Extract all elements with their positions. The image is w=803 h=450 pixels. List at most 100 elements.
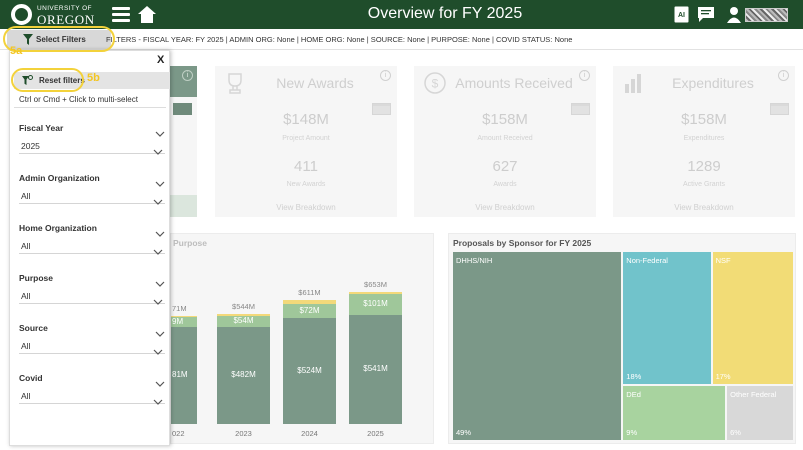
bar-value-label: $101M: [363, 299, 388, 309]
kpi-primary-value: $158M: [681, 111, 727, 128]
bar-segment[interactable]: [349, 292, 402, 295]
step-5a-label: 5a: [10, 45, 23, 57]
user-avatar[interactable]: [745, 8, 788, 22]
home-icon[interactable]: [137, 5, 157, 24]
treemap-cell[interactable]: Non-Federal 18%: [623, 252, 711, 384]
bar-value-label: $524M: [297, 366, 322, 376]
collapse-chevron-icon[interactable]: [155, 175, 165, 187]
collapse-chevron-icon[interactable]: [155, 375, 165, 387]
filter-dropdown[interactable]: All: [19, 339, 165, 355]
kpi-card: New Awards i $148M Project Amount 411 New Awa…: [215, 66, 397, 217]
kpi-secondary-label: New Awards: [286, 181, 326, 188]
treemap-cell[interactable]: NSF 17%: [712, 252, 793, 384]
purpose-chart-title: Purpose: [173, 238, 208, 248]
top-navigation-bar: UNIVERSITY OF OREGON Overview for FY 202…: [0, 0, 803, 29]
collapse-chevron-icon[interactable]: [155, 125, 165, 137]
bar-segment[interactable]: [349, 294, 402, 315]
treemap-cell-name: DHHS/NIH: [456, 256, 493, 265]
collapse-chevron-icon[interactable]: [155, 225, 165, 237]
select-filters-label: Select Filters: [36, 35, 86, 44]
user-icon[interactable]: [727, 6, 741, 23]
chevron-down-icon: [153, 293, 163, 305]
table-view-icon[interactable]: [372, 103, 391, 115]
bar-value-label: 81M: [172, 370, 188, 380]
kpi-title: New Awards: [276, 75, 354, 91]
kpi-secondary-label: Active Grants: [682, 181, 725, 188]
chevron-down-icon: [153, 143, 163, 155]
logo-small-text: UNIVERSITY OF: [37, 5, 92, 12]
reset-filters-button[interactable]: Reset filters: [14, 72, 170, 89]
collapse-chevron-icon[interactable]: [155, 325, 165, 337]
bar-total-label: $611M: [298, 288, 321, 298]
reset-filter-icon: [22, 75, 33, 85]
bar-total-label: $544M: [232, 302, 255, 312]
bar-segment[interactable]: [217, 326, 270, 424]
bar-segment[interactable]: [171, 316, 197, 317]
table-view-icon[interactable]: [571, 103, 590, 115]
bar-segment[interactable]: [217, 314, 270, 316]
reset-filters-label: Reset filters: [39, 76, 85, 85]
filter-dropdown[interactable]: All: [19, 189, 165, 205]
view-breakdown-link[interactable]: View Breakdown: [475, 203, 535, 212]
view-breakdown-link[interactable]: View Breakdown: [276, 203, 336, 212]
sponsor-treemap-panel: Proposals by Sponsor for FY 2025 DHHS/NI…: [448, 233, 796, 444]
filter-dropdown[interactable]: All: [19, 289, 165, 305]
treemap-cell-name: Non-Federal: [626, 256, 668, 265]
partial-card-header: i: [170, 66, 197, 97]
bar-segment[interactable]: [283, 300, 336, 304]
filter-dropdown-value: All: [21, 291, 31, 301]
treemap-cell-name: Other Federal: [730, 389, 777, 399]
info-icon[interactable]: i: [182, 70, 193, 81]
filter-dropdown[interactable]: 2025: [19, 139, 165, 155]
ai-assist-icon[interactable]: AI: [674, 6, 689, 23]
svg-text:AI: AI: [678, 12, 685, 19]
filter-dropdown[interactable]: All: [19, 239, 165, 255]
table-view-icon[interactable]: [173, 103, 192, 115]
multi-select-hint: Ctrl or Cmd + Click to multi-select: [19, 95, 138, 104]
collapse-chevron-icon[interactable]: [155, 275, 165, 287]
treemap-cell-name: DEd: [626, 389, 641, 399]
logo-big-text: OREGON: [37, 12, 95, 27]
bar-value-label: $482M: [231, 370, 256, 380]
filter-dropdown-value: All: [21, 391, 31, 401]
bar-segment[interactable]: [171, 316, 197, 327]
table-view-icon[interactable]: [770, 103, 789, 115]
filter-panel: X Reset filters Ctrl or Cmd + Click to m…: [9, 50, 170, 446]
filter-label: Admin Organization: [19, 173, 100, 183]
bar-segment[interactable]: [217, 315, 270, 327]
info-icon[interactable]: i: [579, 70, 590, 81]
close-filter-panel-button[interactable]: X: [157, 54, 165, 66]
treemap-cell[interactable]: Other Federal 6%: [727, 385, 793, 440]
kpi-title: Amounts Received: [455, 75, 573, 91]
treemap-cell-percent: 6%: [730, 427, 741, 437]
bar-total-label: $653M: [364, 280, 387, 289]
treemap-cell[interactable]: DHHS/NIH 49%: [453, 252, 622, 440]
bar-segment[interactable]: [283, 318, 336, 424]
menu-icon[interactable]: [112, 7, 130, 22]
active-filters-summary: FILTERS - FISCAL YEAR: FY 2025 | ADMIN O…: [106, 35, 573, 44]
view-breakdown-link[interactable]: View Breakdown: [674, 203, 734, 212]
chat-icon[interactable]: [697, 6, 715, 23]
svg-text:$: $: [432, 77, 439, 91]
trophy-icon: [225, 72, 245, 94]
treemap-cell-percent: 17%: [715, 371, 731, 381]
bar-segment[interactable]: [283, 303, 336, 319]
bar-segment[interactable]: [349, 314, 402, 424]
step-5b-label: 5b: [87, 72, 100, 84]
treemap-cell[interactable]: DEd 9%: [623, 385, 726, 440]
logo-o-mark: [11, 4, 32, 25]
university-logo[interactable]: UNIVERSITY OF OREGON: [11, 3, 109, 27]
treemap-cell-percent: 18%: [626, 371, 642, 381]
bar-category-label: 2025: [367, 429, 384, 438]
filter-dropdown[interactable]: All: [19, 389, 165, 405]
info-icon[interactable]: i: [380, 70, 391, 81]
bar-value-label: $54M: [233, 316, 254, 326]
kpi-primary-label: Project Amount: [282, 135, 330, 142]
filter-label: Covid: [19, 373, 43, 383]
info-icon[interactable]: i: [778, 70, 789, 81]
bar-segment[interactable]: [171, 326, 197, 424]
select-filters-button[interactable]: Select Filters: [7, 30, 111, 49]
bar-value-label: $72M: [299, 305, 320, 315]
kpi-secondary-value: 1289: [687, 158, 721, 175]
kpi-secondary-value: 411: [294, 158, 318, 175]
